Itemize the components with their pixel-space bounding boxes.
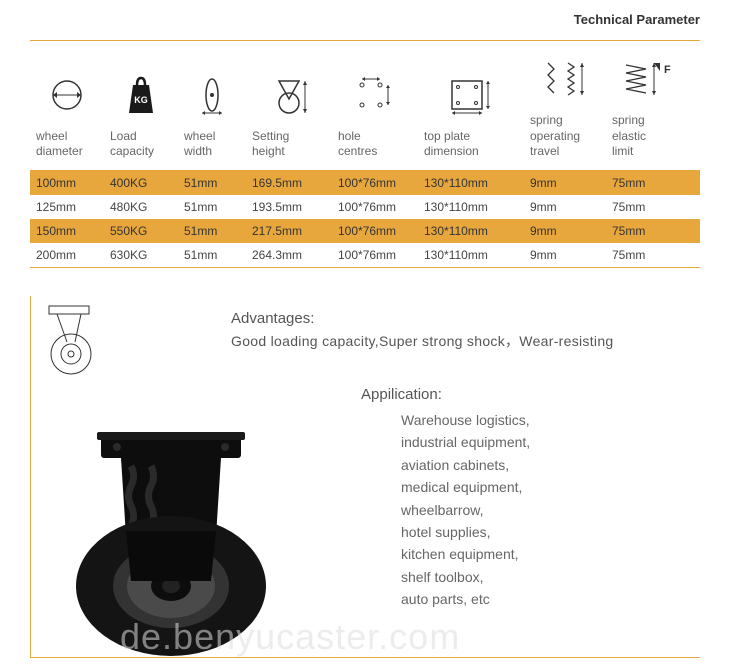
lower-panel: Advantages: Good loading capacity,Super … [30,296,700,658]
table-cell: 130*110mm [418,224,524,238]
table-cell: 100*76mm [332,248,418,262]
application-list: Warehouse logistics,industrial equipment… [361,409,530,611]
header-label: springelasticlimit [612,113,646,160]
table-cell: 75mm [606,176,688,190]
advantages-text: Good loading capacity,Super strong shock… [231,331,680,351]
application-item: auto parts, etc [401,588,530,610]
table-cell: 51mm [178,176,246,190]
header-label: Settingheight [252,129,289,160]
table-cell: 75mm [606,224,688,238]
header-load-capacity: KG Loadcapacity [104,47,178,164]
table-cell: 130*110mm [418,248,524,262]
application-item: Warehouse logistics, [401,409,530,431]
table-cell: 193.5mm [246,200,332,214]
header-spring-limit: F springelasticlimit [606,47,688,164]
table-row: 125mm480KG51mm193.5mm100*76mm130*110mm9m… [30,195,700,219]
header-setting-height: Settingheight [246,47,332,164]
table-row: 200mm630KG51mm264.3mm100*76mm130*110mm9m… [30,243,700,267]
header-label: wheelwidth [184,129,215,160]
table-cell: 200mm [30,248,104,262]
table-cell: 130*110mm [418,200,524,214]
application-title: Appilication: [361,386,530,403]
table-cell: 75mm [606,200,688,214]
table-cell: 9mm [524,224,606,238]
table-cell: 9mm [524,176,606,190]
table-cell: 100*76mm [332,200,418,214]
hole-centres-icon [338,67,412,123]
table-cell: 75mm [606,248,688,262]
table-cell: 100*76mm [332,176,418,190]
application-item: shelf toolbox, [401,566,530,588]
wheel-width-icon [184,67,240,123]
spring-travel-icon [530,51,600,107]
application-item: medical equipment, [401,476,530,498]
table-row: 150mm550KG51mm217.5mm100*76mm130*110mm9m… [30,219,700,243]
table-cell: 100mm [30,176,104,190]
advantages-title: Advantages: [231,310,680,327]
table-cell: 51mm [178,200,246,214]
svg-text:KG: KG [134,95,148,105]
advantages-block: Advantages: Good loading capacity,Super … [231,310,680,351]
setting-height-icon [252,67,326,123]
application-block: Appilication: Warehouse logistics,indust… [361,386,530,611]
wheel-diameter-icon [36,67,98,123]
table-cell: 51mm [178,248,246,262]
application-item: aviation cabinets, [401,454,530,476]
table-cell: 630KG [104,248,178,262]
table-cell: 169.5mm [246,176,332,190]
table-cell: 130*110mm [418,176,524,190]
table-cell: 51mm [178,224,246,238]
header-label: springoperatingtravel [530,113,580,160]
application-item: kitchen equipment, [401,543,530,565]
table-cell: 264.3mm [246,248,332,262]
application-item: hotel supplies, [401,521,530,543]
header-wheel-width: wheelwidth [178,47,246,164]
spec-table: wheeldiameter KG Loadcapacity wheelwidth… [30,40,700,268]
page-title: Technical Parameter [574,12,700,27]
svg-text:F: F [664,64,671,76]
caster-line-drawing [35,302,105,385]
table-header-row: wheeldiameter KG Loadcapacity wheelwidth… [30,41,700,171]
application-item: wheelbarrow, [401,499,530,521]
top-plate-icon [424,67,518,123]
load-capacity-icon: KG [110,67,172,123]
table-cell: 125mm [30,200,104,214]
header-hole-centres: holecentres [332,47,418,164]
table-cell: 480KG [104,200,178,214]
header-label: holecentres [338,129,377,160]
header-label: wheeldiameter [36,129,83,160]
caster-photo [21,416,341,666]
table-cell: 150mm [30,224,104,238]
application-item: industrial equipment, [401,431,530,453]
table-cell: 550KG [104,224,178,238]
spring-limit-icon: F [612,51,682,107]
header-label: top platedimension [424,129,479,160]
header-top-plate: top platedimension [418,47,524,164]
table-cell: 217.5mm [246,224,332,238]
header-spring-travel: springoperatingtravel [524,47,606,164]
table-row: 100mm400KG51mm169.5mm100*76mm130*110mm9m… [30,171,700,195]
header-label: Loadcapacity [110,129,154,160]
table-cell: 100*76mm [332,224,418,238]
table-cell: 400KG [104,176,178,190]
table-cell: 9mm [524,200,606,214]
header-wheel-diameter: wheeldiameter [30,47,104,164]
table-cell: 9mm [524,248,606,262]
